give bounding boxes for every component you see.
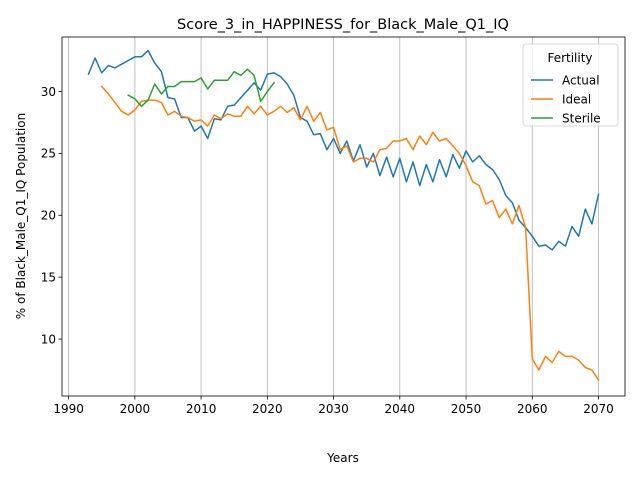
x-tick-label: 2020 [252, 402, 283, 416]
x-tick-label: 2040 [385, 402, 416, 416]
y-axis-ticks: 10 15 20 25 30 [41, 85, 62, 346]
x-axis-label: Years [326, 451, 359, 465]
x-tick-label: 2050 [451, 402, 482, 416]
y-tick-label: 30 [41, 85, 56, 99]
plot-frame [61, 36, 626, 397]
legend-items: Actual Ideal Sterile [531, 73, 601, 125]
legend-label-sterile: Sterile [562, 111, 601, 125]
x-tick-label: 2060 [517, 402, 548, 416]
x-tick-label: 2010 [186, 402, 217, 416]
legend: Fertility Actual Ideal Sterile [522, 43, 619, 127]
y-tick-label: 15 [41, 270, 56, 284]
x-tick-label: 2000 [120, 402, 151, 416]
chart-title: Score_3_in_HAPPINESS_for_Black_Male_Q1_I… [177, 17, 509, 33]
x-tick-label: 2070 [583, 402, 614, 416]
series-line-actual [87, 49, 600, 251]
y-tick-label: 10 [41, 332, 56, 346]
legend-box [522, 43, 619, 127]
gridlines [68, 37, 599, 396]
series-line-sterile [127, 68, 276, 108]
x-axis-ticks: 1990 2000 2010 2020 2030 2040 2050 2060 2070 [53, 396, 614, 416]
y-tick-label: 20 [41, 209, 56, 223]
x-tick-label: 2030 [318, 402, 349, 416]
legend-label-actual: Actual [562, 73, 600, 87]
y-tick-label: 25 [41, 147, 56, 161]
series-lines [87, 49, 600, 381]
legend-label-ideal: Ideal [562, 92, 591, 106]
series-line-ideal [100, 85, 600, 381]
y-axis-label: % of Black_Male_Q1_IQ Population [14, 113, 28, 319]
legend-title: Fertility [547, 51, 592, 65]
x-tick-label: 1990 [53, 402, 84, 416]
